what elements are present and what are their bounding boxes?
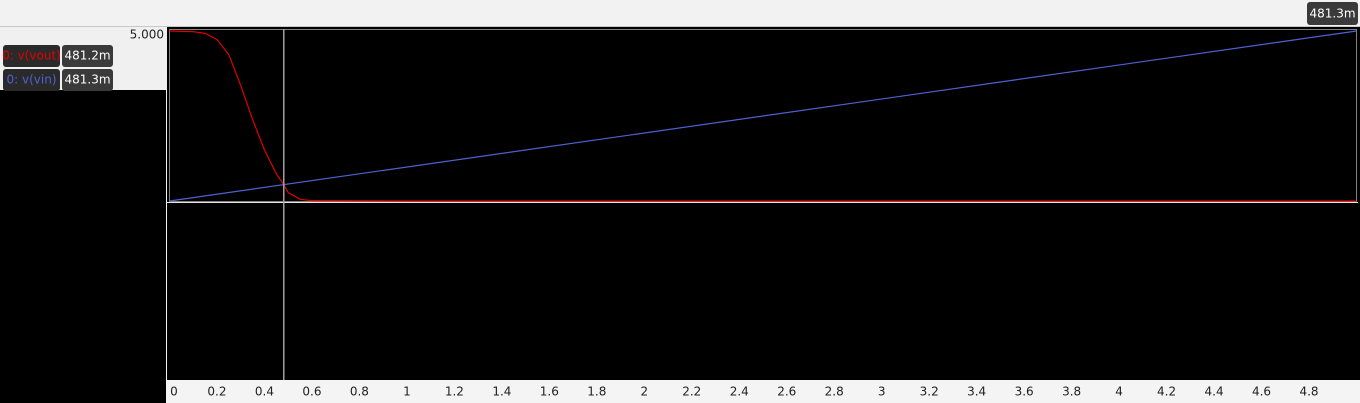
x-tick-label: 1.8 [587, 385, 606, 399]
plot-area [167, 27, 1360, 380]
left-black-panel [0, 90, 166, 403]
x-tick-label: 4.6 [1252, 385, 1271, 399]
x-tick-label: 3.2 [920, 385, 939, 399]
x-tick-label: 2 [640, 385, 648, 399]
x-tick-label: 0 [170, 385, 178, 399]
x-tick-label: 2.2 [682, 385, 701, 399]
x-tick-label: 1.6 [540, 385, 559, 399]
legend-value: 481.2m [64, 49, 110, 63]
series-line [169, 30, 1357, 202]
series-line [169, 30, 1357, 202]
top-bar [0, 0, 1360, 26]
cursor-readout: 481.3m [1309, 7, 1355, 21]
x-tick-label: 4.8 [1299, 385, 1318, 399]
x-tick-label: 2.4 [730, 385, 749, 399]
x-tick-label: 1 [403, 385, 411, 399]
legend-value-box [62, 69, 113, 91]
legend-label: 0: v(vout) [2, 49, 61, 63]
x-tick-label: 1.4 [492, 385, 511, 399]
x-tick-label: 3.8 [1062, 385, 1081, 399]
legend-label: 0: v(vin) [7, 73, 57, 87]
x-tick-label: 4 [1115, 385, 1123, 399]
cursor-readout-box [1307, 2, 1358, 25]
x-tick-label: 2.6 [777, 385, 796, 399]
x-tick-label: 0.6 [302, 385, 321, 399]
x-tick-label: 3.4 [967, 385, 986, 399]
x-tick-label: 4.2 [1157, 385, 1176, 399]
x-tick-label: 0.8 [350, 385, 369, 399]
x-tick-label: 1.2 [445, 385, 464, 399]
legend-value: 481.3m [64, 73, 110, 87]
x-tick-label: 4.4 [1205, 385, 1224, 399]
legend-value-box [62, 45, 113, 67]
legend-box [3, 45, 60, 67]
x-tick-label: 3 [878, 385, 886, 399]
x-tick-label: 3.6 [1015, 385, 1034, 399]
x-tick-label: 2.8 [825, 385, 844, 399]
y-tick-label: 5.000 [130, 28, 164, 42]
x-tick-label: 0.4 [255, 385, 274, 399]
x-axis-bar [166, 380, 1360, 403]
x-tick-label: 0.2 [207, 385, 226, 399]
legend-box [3, 69, 60, 91]
